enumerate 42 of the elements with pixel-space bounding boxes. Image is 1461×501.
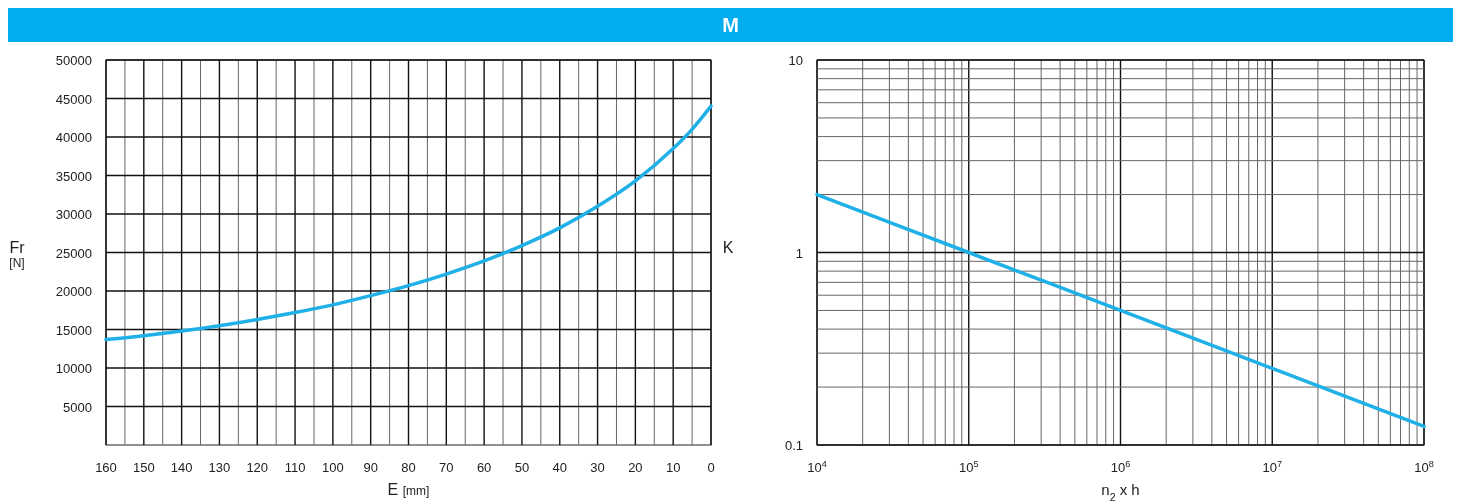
- x-tick-label: 120: [246, 460, 269, 475]
- y-tick-label: 25000: [55, 245, 92, 261]
- y-tick-label: 10: [788, 53, 803, 68]
- x-tick-label: 20: [628, 460, 643, 475]
- x-tick-label: 90: [363, 460, 378, 475]
- y-tick-label: 30000: [55, 207, 92, 222]
- y-tick-label: 40000: [55, 130, 92, 145]
- x-axis-title: n$_{2}$ x h: [1101, 481, 1140, 501]
- x-tick-label: 150: [132, 460, 155, 475]
- y-tick-label: 5000: [63, 399, 92, 415]
- y-tick-label: 15000: [55, 322, 92, 338]
- y-axis-title: Fr [N]: [9, 238, 26, 270]
- chart-title: M: [722, 14, 739, 36]
- line-series: [104, 104, 713, 342]
- x-tick-label: 30: [590, 460, 605, 475]
- x-tick-label: 70: [439, 460, 454, 475]
- x-tick-label: 10$^{5}$: [958, 459, 979, 475]
- x-tick-label: 110: [284, 460, 306, 475]
- x-tick-label: 10: [665, 460, 681, 475]
- y-tick-label: 1: [795, 245, 803, 261]
- x-tick-label: 50: [514, 460, 530, 475]
- line-series: [815, 192, 1426, 429]
- x-tick-label: 60: [476, 460, 492, 475]
- x-tick-label: 10$^{6}$: [1110, 459, 1131, 475]
- x-tick-label: 100: [322, 460, 344, 475]
- y-tick-label: 0.1: [784, 438, 803, 453]
- y-tick-label: 35000: [55, 168, 92, 184]
- x-tick-label: 0: [707, 460, 715, 475]
- x-tick-label: 130: [208, 460, 231, 475]
- y-tick-label: 45000: [55, 91, 92, 107]
- x-tick-label: 140: [170, 460, 193, 475]
- x-tick-label: 40: [552, 460, 567, 475]
- y-axis-title: K: [722, 238, 734, 256]
- x-tick-label: 80: [401, 460, 416, 475]
- y-tick-label: 20000: [55, 284, 92, 299]
- x-tick-label: 160: [95, 460, 117, 475]
- x-tick-label: 10$^{8}$: [1414, 459, 1434, 475]
- y-tick-label: 50000: [55, 53, 92, 68]
- x-tick-label: 10$^{4}$: [807, 459, 827, 475]
- y-tick-label: 10000: [55, 361, 92, 376]
- x-tick-label: 10$^{7}$: [1262, 459, 1283, 475]
- x-axis-title: E [mm]: [387, 481, 430, 498]
